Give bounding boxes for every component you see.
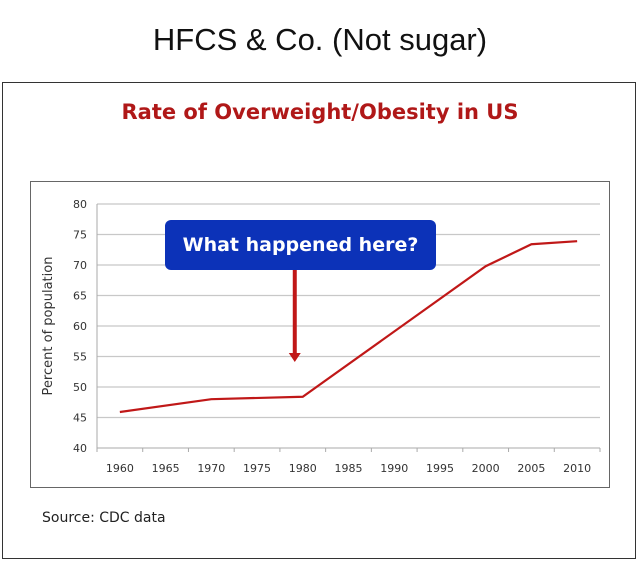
x-tick-label: 1970 (197, 462, 225, 475)
x-tick-label: 1960 (106, 462, 134, 475)
y-tick-label: 40 (73, 442, 87, 455)
chart-frame (2, 82, 636, 559)
series-line (119, 240, 578, 414)
y-tick-label: 80 (73, 198, 87, 211)
x-tick-label: 1980 (289, 462, 317, 475)
y-tick-label: 50 (73, 381, 87, 394)
source-note: Source: CDC data (42, 510, 166, 526)
y-tick-label: 70 (73, 259, 87, 272)
x-tick-label: 1985 (335, 462, 363, 475)
x-tick-label: 1975 (243, 462, 271, 475)
y-tick-label: 65 (73, 290, 87, 303)
meme-title: HFCS & Co. (Not sugar) (152, 22, 488, 57)
x-tick-label: 2000 (472, 462, 500, 475)
y-axis-label: Percent of population (41, 257, 56, 396)
x-tick-label: 2005 (517, 462, 545, 475)
x-tick-label: 1995 (426, 462, 454, 475)
y-tick-label: 60 (73, 320, 87, 333)
plot-box (30, 181, 610, 488)
y-tick-label: 45 (73, 412, 87, 425)
arrow-head (288, 353, 301, 362)
y-tick-label: 75 (73, 229, 87, 242)
y-tick-label: 55 (73, 351, 87, 364)
x-tick-label: 1965 (152, 462, 180, 475)
chart-title: Rate of Overweight/Obesity in US (121, 100, 519, 124)
x-tick-label: 2010 (563, 462, 591, 475)
callout-box: What happened here? (165, 220, 436, 270)
x-tick-label: 1990 (380, 462, 408, 475)
